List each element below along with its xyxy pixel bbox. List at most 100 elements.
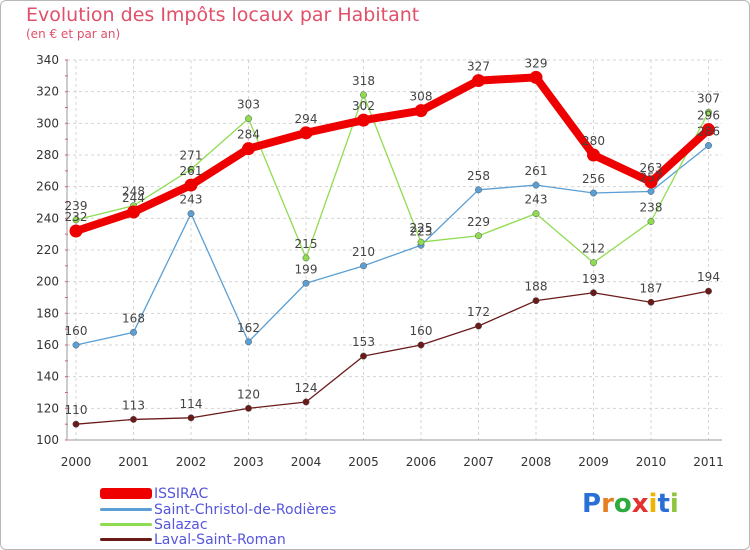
logo-letter: P bbox=[582, 489, 602, 519]
legend-label: ISSIRAC bbox=[154, 485, 209, 502]
logo-letter: i bbox=[648, 489, 658, 519]
data-point-issirac bbox=[69, 224, 83, 238]
data-point-salazac bbox=[705, 108, 712, 116]
x-tick-label: 2003 bbox=[233, 455, 264, 469]
data-point-issirac bbox=[127, 205, 140, 219]
series-line-salazac bbox=[75, 94, 710, 264]
legend-item-issirac: ISSIRAC bbox=[100, 485, 209, 502]
y-tick-label: 300 bbox=[36, 116, 59, 130]
data-point-salazac bbox=[245, 115, 252, 123]
data-point-laval-saint-roman bbox=[72, 420, 80, 428]
logo-letter: t bbox=[657, 489, 670, 519]
y-tick-label: 280 bbox=[36, 148, 59, 162]
data-point-issirac bbox=[184, 178, 198, 192]
data-point-saint-christol-de-rodieres bbox=[705, 142, 712, 149]
legend-label: Saint-Christol-de-Rodières bbox=[154, 501, 337, 518]
data-label-salazac: 271 bbox=[180, 148, 203, 162]
data-point-laval-saint-roman bbox=[417, 341, 425, 349]
legend-label: Laval-Saint-Roman bbox=[154, 531, 286, 548]
x-tick-label: 2005 bbox=[348, 455, 379, 469]
data-point-saint-christol-de-rodieres bbox=[187, 210, 195, 218]
data-label-issirac: 294 bbox=[295, 112, 318, 126]
legend-swatch bbox=[100, 538, 152, 541]
data-point-laval-saint-roman bbox=[475, 322, 482, 330]
data-label-issirac: 263 bbox=[640, 161, 663, 175]
x-tick-label: 2006 bbox=[406, 455, 437, 469]
data-label-salazac: 248 bbox=[122, 185, 145, 199]
data-label-salazac: 238 bbox=[640, 201, 663, 215]
data-label-salazac: 239 bbox=[65, 199, 88, 213]
data-label-salazac: 225 bbox=[410, 221, 433, 235]
data-point-issirac bbox=[587, 148, 600, 162]
data-label-laval-saint-roman: 160 bbox=[410, 324, 433, 338]
data-label-salazac: 212 bbox=[582, 242, 605, 256]
x-tick-label: 2007 bbox=[463, 455, 494, 469]
series-line-issirac bbox=[72, 73, 713, 235]
data-label-issirac: 244 bbox=[122, 191, 145, 205]
data-point-issirac bbox=[242, 142, 255, 156]
data-point-issirac bbox=[529, 70, 543, 84]
data-label-laval-saint-roman: 124 bbox=[295, 381, 318, 395]
y-tick-label: 160 bbox=[36, 338, 59, 352]
x-tick-label: 2011 bbox=[693, 455, 724, 469]
data-label-laval-saint-roman: 194 bbox=[697, 270, 720, 284]
data-point-saint-christol-de-rodieres bbox=[302, 279, 310, 287]
legend-item-salazac: Salazac bbox=[100, 516, 208, 533]
y-tick-label: 180 bbox=[36, 306, 59, 320]
data-label-saint-christol-de-rodieres: 168 bbox=[122, 311, 145, 325]
chart-subtitle: (en € et par an) bbox=[26, 27, 121, 41]
data-point-laval-saint-roman bbox=[705, 287, 712, 295]
data-label-laval-saint-roman: 110 bbox=[65, 403, 88, 417]
data-point-issirac bbox=[357, 113, 370, 127]
series-line-laval-saint-roman bbox=[75, 290, 710, 425]
data-point-saint-christol-de-rodieres bbox=[647, 187, 655, 195]
data-point-laval-saint-roman bbox=[187, 414, 195, 422]
y-tick-label: 140 bbox=[36, 370, 59, 384]
data-label-salazac: 243 bbox=[525, 193, 548, 207]
data-label-saint-christol-de-rodieres: 210 bbox=[352, 245, 375, 259]
y-tick-label: 320 bbox=[36, 85, 59, 99]
data-point-issirac bbox=[299, 126, 313, 140]
data-label-laval-saint-roman: 172 bbox=[467, 305, 490, 319]
data-point-issirac bbox=[644, 175, 658, 189]
data-point-saint-christol-de-rodieres bbox=[590, 189, 597, 197]
data-point-issirac bbox=[702, 123, 715, 137]
legend-swatch bbox=[100, 523, 152, 526]
x-tick-label: 2010 bbox=[636, 455, 667, 469]
data-point-saint-christol-de-rodieres bbox=[72, 341, 80, 349]
data-label-saint-christol-de-rodieres: 243 bbox=[180, 193, 203, 207]
data-point-laval-saint-roman bbox=[245, 404, 252, 412]
data-label-laval-saint-roman: 114 bbox=[180, 397, 203, 411]
data-label-saint-christol-de-rodieres: 261 bbox=[525, 164, 548, 178]
y-tick-label: 340 bbox=[36, 53, 59, 67]
x-tick-label: 2002 bbox=[176, 455, 207, 469]
legend-item-laval: Laval-Saint-Roman bbox=[100, 531, 286, 548]
legend-label: Salazac bbox=[154, 516, 208, 533]
data-label-saint-christol-de-rodieres: 257 bbox=[640, 170, 663, 184]
y-tick-label: 200 bbox=[36, 275, 59, 289]
chart-title: Evolution des Impôts locaux par Habitant bbox=[26, 4, 420, 26]
data-label-salazac: 229 bbox=[467, 215, 490, 229]
logo-letter: r bbox=[601, 489, 614, 519]
data-label-laval-saint-roman: 113 bbox=[122, 398, 145, 412]
data-point-laval-saint-roman bbox=[360, 352, 367, 360]
data-label-laval-saint-roman: 188 bbox=[525, 280, 548, 294]
data-label-issirac: 296 bbox=[697, 109, 720, 123]
data-label-laval-saint-roman: 193 bbox=[582, 272, 605, 286]
data-label-issirac: 329 bbox=[525, 56, 548, 70]
data-point-salazac bbox=[72, 216, 80, 224]
data-label-issirac: 284 bbox=[237, 128, 260, 142]
legend-swatch bbox=[100, 508, 152, 511]
data-label-salazac: 318 bbox=[352, 74, 375, 88]
data-label-issirac: 308 bbox=[410, 90, 433, 104]
proxiti-logo: Proxiti bbox=[582, 489, 679, 519]
data-label-laval-saint-roman: 153 bbox=[352, 335, 375, 349]
data-label-issirac: 327 bbox=[467, 60, 490, 74]
y-tick-label: 100 bbox=[36, 433, 59, 447]
x-tick-label: 2009 bbox=[578, 455, 609, 469]
data-label-salazac: 307 bbox=[697, 91, 720, 105]
data-point-salazac bbox=[590, 259, 597, 267]
data-point-salazac bbox=[360, 91, 367, 99]
data-point-salazac bbox=[532, 210, 540, 218]
